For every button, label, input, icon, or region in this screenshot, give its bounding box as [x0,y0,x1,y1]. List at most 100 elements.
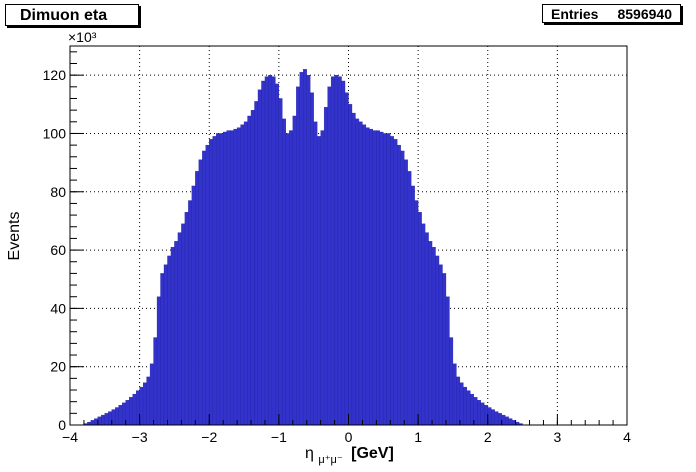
x-tick-label: 2 [484,429,492,445]
histogram-bar [501,414,506,426]
histogram-bar [487,407,492,426]
y-axis-title: Events [6,212,23,261]
histogram-bar [511,420,516,426]
histogram-bar [459,382,464,426]
histogram-bar [240,124,245,426]
x-tick-label: −4 [62,429,78,445]
histogram-bar [160,273,165,426]
histogram-bar [296,86,300,426]
histogram-bar [414,200,419,426]
histogram-bar [445,296,450,426]
histogram-bar [153,337,158,426]
histogram-bar [327,86,332,426]
histogram-bar [310,92,314,426]
x-tick-label: −2 [201,429,217,445]
histogram-bar [292,115,297,426]
x-tick-label: 4 [623,429,631,445]
histogram-bar [219,133,224,426]
x-tick-label: 1 [414,429,422,445]
x-tick-label: −1 [271,429,287,445]
histogram-bar [369,128,374,426]
histogram-bar [146,376,151,426]
histogram-bar [411,185,415,426]
histogram-bar [139,386,144,426]
x-tick-label: −3 [132,429,148,445]
histogram-bar [466,390,471,426]
histogram-bar [282,118,286,426]
histogram-bar [362,124,367,426]
histogram-bar [247,115,252,426]
histogram-bar [191,185,196,426]
histogram-bar [205,144,210,426]
histogram-bar [94,418,99,426]
histogram-bar [383,133,387,426]
histogram-bar [118,405,123,426]
histogram-bar [132,393,137,426]
histogram-bar [438,264,443,426]
histogram-bar [491,409,495,426]
histogram-bar [111,409,116,426]
histogram-bar [212,136,217,426]
x-axis-subscript: μ⁺μ⁻ [318,454,342,466]
histogram-bar [125,400,130,426]
histogram-bar [442,273,447,426]
histogram-bar [170,247,175,426]
y-tick-label: 40 [50,300,66,316]
histogram-bar [104,413,109,426]
histogram-bar [452,363,457,426]
histogram-bar [480,402,485,426]
histogram-bar [341,80,346,426]
histogram-bar [323,107,328,426]
histogram-bar [223,131,227,426]
y-tick-label: 100 [43,125,67,141]
histogram-bar [313,121,318,426]
histogram-bar [498,413,502,426]
histogram-bar [407,171,412,426]
histogram-bar [101,414,105,426]
histogram-bar [90,420,95,426]
histogram-bar [484,405,488,426]
histogram-bar [216,133,220,426]
histogram-bar [250,109,255,426]
histogram-bar [431,247,436,426]
histogram-bar [142,382,147,426]
histogram-bar [505,416,509,426]
histogram-bar [355,118,360,426]
y-tick-label: 20 [50,359,66,375]
histogram-bar [275,83,280,426]
histogram-bar [257,89,262,426]
stats-box: Entries 8596940 [542,4,681,23]
histogram-bar [317,136,321,426]
histogram-bar [229,130,234,426]
y-tick-label: 120 [43,67,67,83]
histogram-bar [184,212,189,426]
histogram-bar [163,264,168,426]
histogram-bar [254,101,259,426]
histogram-bar [470,393,474,426]
histogram-bar [404,159,408,426]
histogram-bar [376,130,380,426]
histogram-bar [167,255,172,426]
histogram-bar [181,223,186,426]
histogram-bar [435,255,440,426]
y-tick-label: 80 [50,184,66,200]
histogram-bar [390,136,394,426]
histogram-bar [202,150,206,426]
histogram-bar [264,76,269,426]
histogram-bar [97,416,102,426]
x-tick-label: 0 [345,429,353,445]
histogram-bar [477,400,481,426]
histogram-bar [337,76,342,426]
histogram-bar [135,390,140,426]
histogram-bar [226,130,231,426]
histogram-bar [188,200,192,426]
histogram-bar [428,241,433,426]
histogram-bar [463,386,468,426]
histogram-bar [351,112,356,426]
histogram-bar [393,139,398,426]
histogram-bar [174,241,179,426]
histogram-bar [330,76,335,426]
histogram-bar [233,128,238,426]
